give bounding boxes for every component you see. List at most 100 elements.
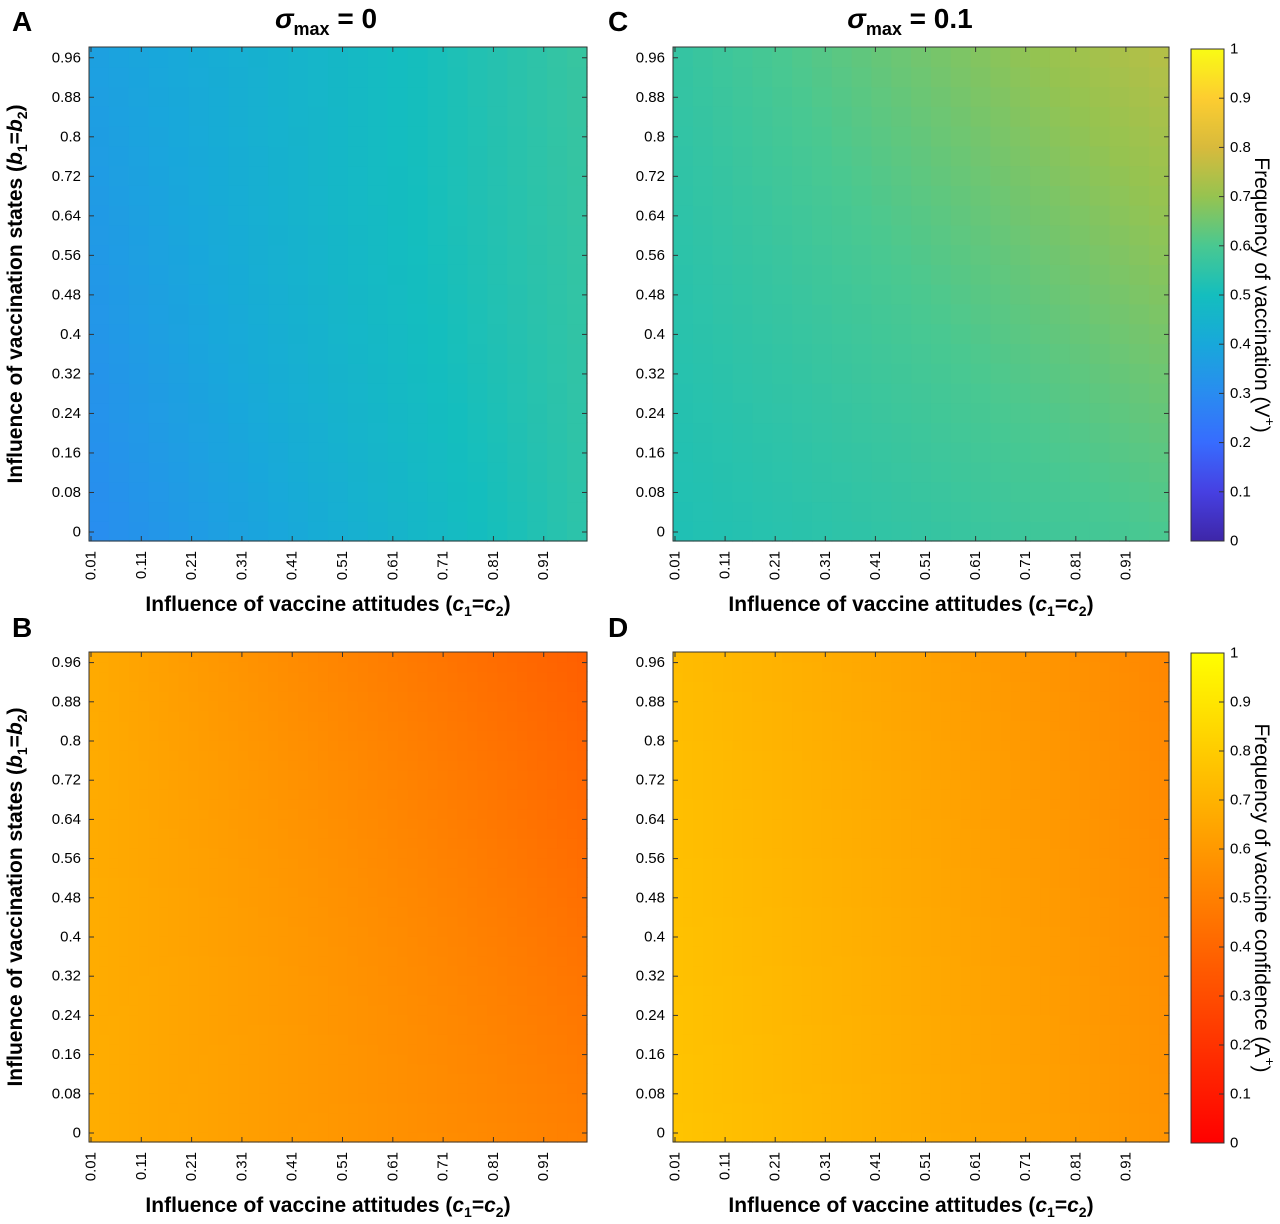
heatmap-cell [1109,521,1130,542]
heatmap-cell [178,985,190,996]
heatmap-cell [407,1083,419,1094]
heatmap-cell [387,759,399,771]
heatmap-cell [871,382,892,404]
heatmap-cell [1089,284,1111,305]
heatmap-cell [218,897,230,908]
heatmap-cell [318,652,329,663]
heatmap-cell [752,1132,763,1143]
heatmap-cell [417,965,429,976]
heatmap-cell [447,1044,459,1055]
heatmap-cell [950,303,972,325]
heatmap-cell [447,461,469,483]
heatmap-cell [397,1024,409,1035]
heatmap-cell [692,926,704,937]
heatmap-cell [198,887,210,898]
heatmap-cell [248,995,259,1006]
heatmap-cell [487,740,498,751]
heatmap-cell [268,799,279,810]
heatmap-cell [248,461,269,483]
heatmap-cell [752,730,763,741]
heatmap-panel-a: 0.01 0.11 0.21 0.31 0.41 0.51 0.61 0.71 0.81 0.91… [4,6,588,619]
heatmap-cell [477,799,488,810]
heatmap-cell [98,838,110,849]
heatmap-cell [782,710,793,722]
heatmap-cell [387,363,409,384]
heatmap-cell [347,1102,359,1114]
heatmap-cell [89,681,100,692]
heatmap-cell [891,205,912,226]
heatmap-cell [692,946,704,957]
heatmap-cell [682,1034,694,1045]
heatmap-cell [318,926,329,937]
heatmap-cell [517,769,528,780]
heatmap-cell [268,661,279,673]
heatmap-cell [861,985,872,996]
heatmap-cell [148,264,170,285]
heatmap-cell [782,936,793,947]
heatmap-cell [447,1132,459,1143]
heatmap-cell [417,946,429,957]
heatmap-cell [567,1073,578,1084]
heatmap-cell [891,323,912,344]
heatmap-cell [930,264,952,285]
heatmap-cell [447,848,459,859]
heatmap-cell [970,442,992,463]
heatmap-cell [861,838,872,849]
heatmap-cell [367,730,379,741]
heatmap-cell [248,481,269,503]
heatmap-cell [278,1083,289,1094]
heatmap-cell [537,906,548,918]
heatmap-cell [377,838,389,849]
heatmap-cell [397,710,409,722]
heatmap-cell [487,867,498,878]
heatmap-cell [861,1044,872,1055]
heatmap-cell [732,906,744,918]
heatmap-cell [138,671,150,682]
heatmap-cell [537,1132,548,1143]
heatmap-cell [1049,363,1071,384]
heatmap-cell [228,965,239,976]
heatmap-cell [148,1112,160,1123]
heatmap-cell [1069,66,1091,88]
heatmap-cell [308,916,319,927]
heatmap-cell [742,818,753,829]
heatmap-cell [722,1044,734,1055]
heatmap-cell [208,461,230,483]
heatmap-cell [557,1132,568,1143]
heatmap-cell [347,363,369,384]
plot-frame [88,651,588,1143]
heatmap-cell [567,965,578,976]
heatmap-cell [228,1063,239,1074]
heatmap-cell [347,1053,359,1065]
heatmap-cell [407,759,419,771]
heatmap-cell [1109,264,1130,285]
heatmap-cell [792,671,803,682]
heatmap-cell [447,363,469,384]
heatmap-cell [722,1093,734,1104]
heatmap-cell [527,284,548,305]
heatmap-cell [712,205,734,226]
heatmap-cell [527,661,538,673]
heatmap-cell [487,652,498,663]
heatmap-cell [108,66,130,88]
heatmap-cell [148,936,160,947]
heatmap-cell [328,244,349,265]
heatmap-cell [407,691,419,702]
heatmap-cell [851,1063,863,1074]
heatmap-cell [547,897,558,908]
heatmap-cell [298,877,309,888]
heatmap-cell [792,946,803,957]
heatmap-cell [328,877,339,888]
heatmap-cell [851,740,863,751]
heatmap-cell [148,1093,160,1104]
heatmap-cell [407,224,429,246]
heatmap-cell [673,799,684,810]
heatmap-cell [407,857,419,869]
heatmap-cell [89,857,100,869]
heatmap-cell [487,789,498,800]
heatmap-cell [118,808,130,820]
heatmap-cell [557,1044,568,1055]
heatmap-cell [447,975,459,986]
heatmap-cell [567,422,588,443]
heatmap-cell [692,857,704,869]
